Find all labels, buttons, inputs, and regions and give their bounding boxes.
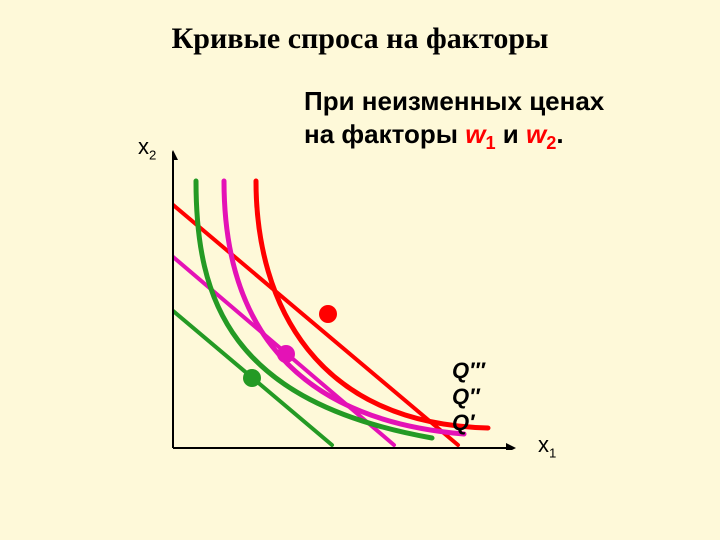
x-axis-label: x1 [538, 432, 556, 460]
x-axis-sub: 1 [549, 445, 556, 460]
x-axis-base: x [538, 432, 549, 457]
subtitle-w1: w1 [465, 119, 495, 149]
subtitle-line1: При неизменных ценах [304, 86, 604, 116]
subtitle-w1-base: w [465, 119, 485, 149]
q-label-double: Q″ [452, 384, 480, 410]
q-label-single: Q′ [452, 410, 474, 436]
subtitle-suffix: . [556, 119, 563, 149]
subtitle-w2: w2 [526, 119, 556, 149]
y-axis-base: x [138, 134, 149, 159]
subtitle: При неизменных ценах на факторы w1 и w2. [304, 85, 604, 154]
subtitle-w2-base: w [526, 119, 546, 149]
subtitle-mid: и [496, 119, 526, 149]
subtitle-line2-prefix: на факторы [304, 119, 465, 149]
y-axis-label: x2 [138, 134, 156, 162]
subtitle-w2-sub: 2 [546, 133, 556, 153]
page: Кривые спроса на факторы При неизменных … [0, 0, 720, 540]
y-axis-sub: 2 [149, 147, 156, 162]
q-label-triple: Q″′ [452, 358, 485, 384]
page-title: Кривые спроса на факторы [0, 22, 720, 56]
